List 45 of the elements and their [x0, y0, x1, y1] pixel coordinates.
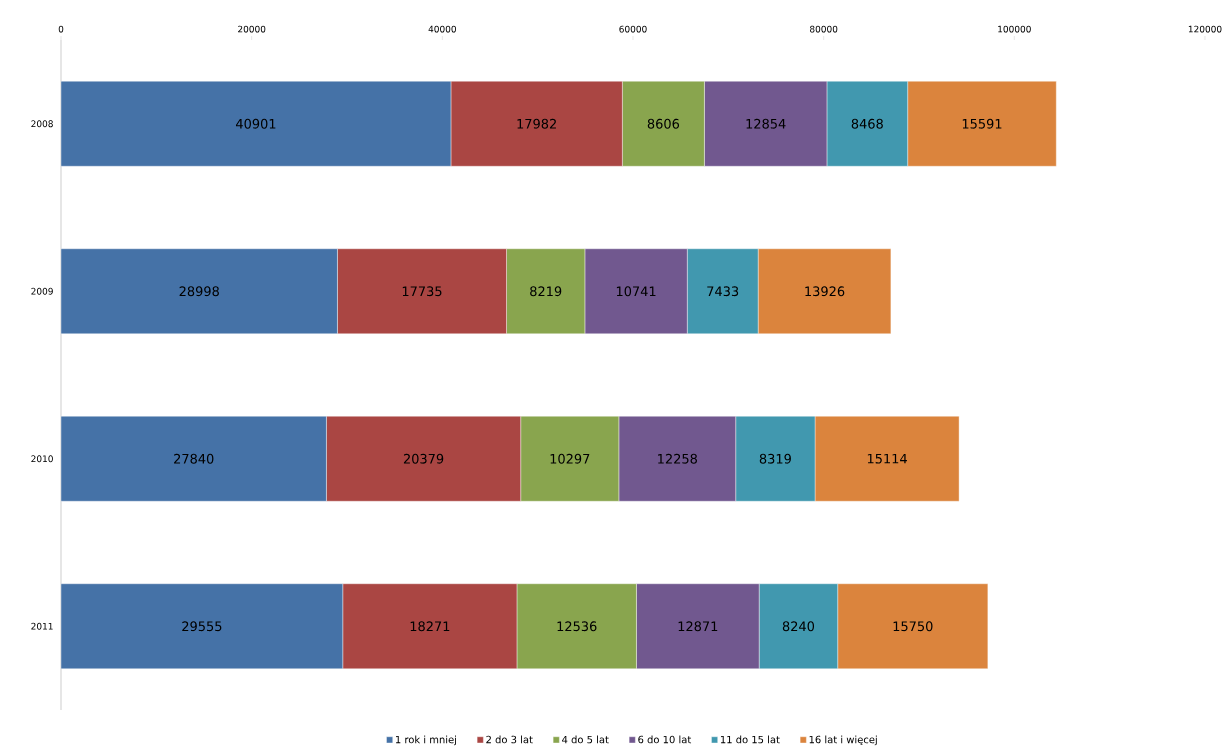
bar — [61, 416, 327, 502]
x-tick-label: 20000 — [238, 25, 266, 33]
legend-label: 4 do 5 lat — [562, 735, 609, 744]
legend-label: 16 lat i więcej — [809, 735, 877, 746]
data-label: 18271 — [410, 621, 450, 632]
data-label: 8468 — [851, 119, 883, 129]
x-tick-label: 0 — [58, 25, 64, 33]
y-tick-label: 2011 — [31, 623, 53, 630]
data-label: 29555 — [182, 621, 222, 632]
data-label: 12871 — [678, 621, 718, 632]
x-tick-label: 100000 — [998, 25, 1031, 33]
y-tick-label: 2010 — [31, 455, 53, 463]
x-tick-label: 120000 — [1188, 25, 1222, 33]
data-label: 12536 — [557, 621, 597, 632]
bar — [61, 583, 343, 670]
data-label: 17982 — [517, 119, 556, 129]
data-label: 7433 — [707, 286, 739, 297]
data-label: 10741 — [616, 286, 656, 297]
data-label: 20379 — [403, 454, 444, 464]
data-label: 8319 — [759, 454, 791, 464]
data-label: 8219 — [530, 286, 562, 297]
data-label: 15750 — [893, 621, 933, 632]
legend-label: 6 do 10 lat — [638, 735, 692, 744]
y-tick-label: 2008 — [31, 120, 53, 128]
bar — [61, 248, 338, 335]
data-label: 12854 — [746, 119, 786, 129]
data-label: 12258 — [658, 454, 697, 464]
data-label: 27840 — [174, 454, 214, 464]
data-label: 17735 — [402, 286, 442, 297]
legend-label: 2 do 3 lat — [486, 735, 533, 744]
bar — [61, 81, 452, 167]
legend-label: 11 do 15 lat — [720, 735, 780, 744]
legend-label: 1 rok i mniej — [396, 735, 456, 746]
data-label: 10297 — [550, 454, 590, 464]
data-label: 13926 — [805, 286, 845, 297]
x-tick-label: 40000 — [428, 25, 456, 33]
x-tick-label: 60000 — [619, 25, 647, 33]
data-label: 28998 — [179, 286, 219, 297]
data-label: 15591 — [962, 119, 1002, 129]
data-label: 15114 — [867, 454, 907, 464]
y-tick-label: 2009 — [31, 288, 53, 295]
x-tick-label: 80000 — [810, 25, 838, 33]
data-label: 8606 — [647, 119, 680, 129]
data-label: 40901 — [235, 119, 276, 129]
data-label: 8240 — [782, 621, 815, 632]
